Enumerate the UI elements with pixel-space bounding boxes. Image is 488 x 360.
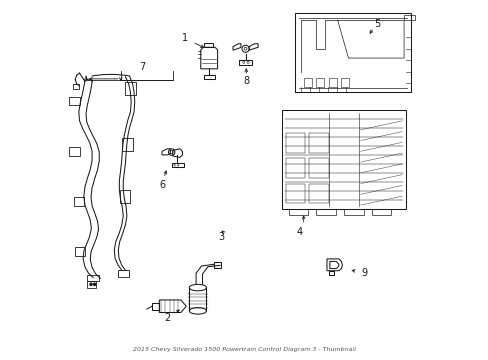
Text: 2: 2 [164,313,170,323]
Text: 9: 9 [361,268,367,278]
Text: 6: 6 [159,180,165,190]
Circle shape [90,283,92,285]
Text: 1: 1 [182,33,188,43]
Text: 7: 7 [139,62,145,72]
Circle shape [93,283,96,285]
Text: 3: 3 [218,232,224,242]
Text: 4: 4 [296,227,303,237]
Text: 5: 5 [373,19,380,29]
Text: 2015 Chevy Silverado 1500 Powertrain Control Diagram 3 - Thumbnail: 2015 Chevy Silverado 1500 Powertrain Con… [133,347,355,352]
Text: 8: 8 [243,76,249,86]
